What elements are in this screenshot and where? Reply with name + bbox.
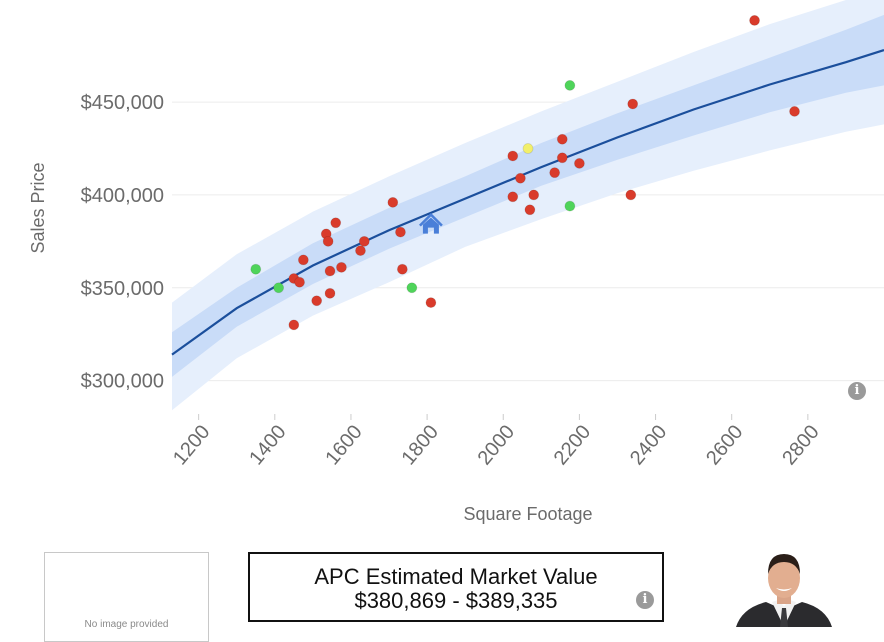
red-data-point[interactable] <box>749 15 760 26</box>
y-tick-label: $350,000 <box>81 278 164 300</box>
red-data-point[interactable] <box>425 297 437 309</box>
red-data-point[interactable] <box>358 235 370 247</box>
red-data-point[interactable] <box>336 261 347 273</box>
red-data-point[interactable] <box>625 189 637 201</box>
red-data-point[interactable] <box>556 133 568 145</box>
green-data-point[interactable] <box>273 282 285 294</box>
red-data-point[interactable] <box>294 276 305 288</box>
y-axis-ticks: $300,000 $350,000 $400,000 $450,000 <box>81 92 164 392</box>
red-data-point[interactable] <box>574 157 585 169</box>
property-image-placeholder: No image provided <box>44 552 209 642</box>
red-data-point[interactable] <box>507 191 519 203</box>
y-tick-label: $300,000 <box>81 371 164 393</box>
x-tick-label: 2600 <box>702 421 747 469</box>
y-tick-label: $450,000 <box>81 92 164 114</box>
x-tick-label: 2800 <box>778 421 823 469</box>
green-data-point[interactable] <box>406 282 418 294</box>
yellow-data-point[interactable] <box>522 143 534 154</box>
red-data-point[interactable] <box>524 204 536 216</box>
x-tick-label: 1200 <box>169 421 214 469</box>
y-tick-label: $400,000 <box>81 185 164 207</box>
x-tick-label: 2200 <box>550 421 595 469</box>
red-data-point[interactable] <box>549 167 561 179</box>
home-icon[interactable] <box>418 213 443 234</box>
red-data-point[interactable] <box>627 98 639 110</box>
trend-line <box>171 49 884 356</box>
estimate-range: $380,869 - $389,335 <box>354 588 558 613</box>
red-data-point[interactable] <box>387 196 399 208</box>
red-data-point[interactable] <box>528 189 540 201</box>
red-data-point[interactable] <box>324 265 336 277</box>
red-data-point[interactable] <box>514 172 526 184</box>
x-tick-label: 2000 <box>474 421 519 469</box>
subject-home-marker[interactable] <box>418 213 443 234</box>
data-points <box>250 15 800 331</box>
red-data-point[interactable] <box>507 150 519 162</box>
red-data-point[interactable] <box>322 235 334 247</box>
red-data-point[interactable] <box>789 105 800 117</box>
y-axis-title: Sales Price <box>28 162 48 253</box>
red-data-point[interactable] <box>395 226 406 238</box>
red-data-point[interactable] <box>297 254 309 266</box>
chart-info-icon[interactable]: i <box>848 382 866 400</box>
x-tick-label: 1600 <box>321 421 366 469</box>
estimate-info-icon[interactable]: i <box>636 591 654 609</box>
no-image-text: No image provided <box>84 619 169 630</box>
agent-photo <box>732 548 836 627</box>
green-data-point[interactable] <box>564 79 576 91</box>
red-data-point[interactable] <box>355 245 366 257</box>
red-data-point[interactable] <box>288 319 300 331</box>
x-tick-label: 2400 <box>626 421 671 469</box>
x-axis-title: Square Footage <box>463 504 592 524</box>
red-data-point[interactable] <box>311 295 323 307</box>
estimated-value-box: APC Estimated Market Value $380,869 - $3… <box>248 552 664 622</box>
scatter-chart: $300,000 $350,000 $400,000 $450,000 1200 140… <box>28 0 884 524</box>
estimate-title: APC Estimated Market Value <box>314 564 598 589</box>
x-tick-label: 1800 <box>397 421 442 469</box>
red-data-point[interactable] <box>396 263 408 275</box>
x-axis-ticks: 1200 1400 1600 1800 2000 2200 2400 2600 2800 <box>169 414 824 469</box>
green-data-point[interactable] <box>250 263 262 275</box>
x-tick-label: 1400 <box>245 421 290 469</box>
red-data-point[interactable] <box>330 217 342 229</box>
green-data-point[interactable] <box>564 200 576 212</box>
red-data-point[interactable] <box>324 287 336 299</box>
red-data-point[interactable] <box>556 152 568 164</box>
